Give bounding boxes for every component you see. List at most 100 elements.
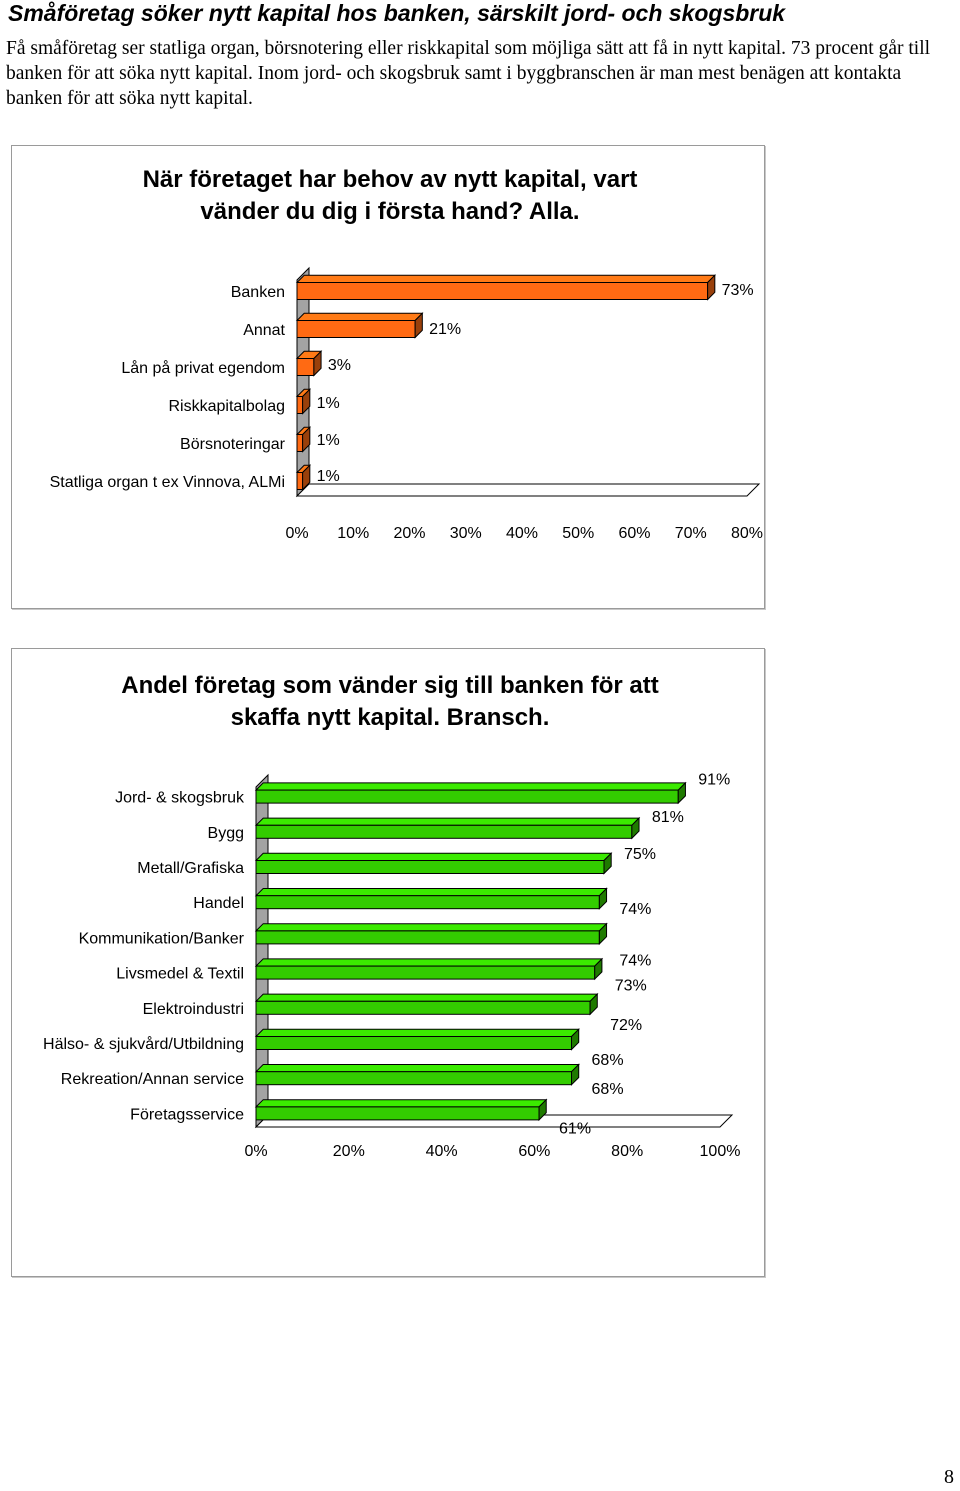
value-label: 81% bbox=[652, 809, 684, 826]
value-label: 74% bbox=[619, 901, 651, 918]
tick-label: 80% bbox=[611, 1143, 643, 1160]
category-label: Riskkapitalbolag bbox=[168, 398, 285, 415]
bar bbox=[255, 895, 600, 910]
tick-label: 20% bbox=[333, 1143, 365, 1160]
bar-end-face bbox=[571, 1063, 580, 1086]
value-label: 68% bbox=[592, 1081, 624, 1098]
value-label: 3% bbox=[328, 357, 351, 374]
tick-label: 80% bbox=[731, 525, 763, 542]
chart-capital-sources: När företaget har behov av nytt kapital,… bbox=[11, 145, 765, 609]
bar-top-face bbox=[254, 852, 613, 861]
category-label: Metall/Grafiska bbox=[137, 860, 244, 877]
bar-top-face bbox=[254, 1099, 548, 1108]
bar-end-face bbox=[677, 781, 686, 805]
value-label: 1% bbox=[317, 432, 340, 449]
page-number: 8 bbox=[944, 1466, 954, 1488]
bar-top-face bbox=[254, 817, 641, 826]
bar bbox=[255, 930, 600, 945]
tick-label: 60% bbox=[618, 525, 650, 542]
value-label: 74% bbox=[619, 952, 651, 969]
bar-top-face bbox=[254, 1064, 580, 1073]
bar-end-face bbox=[302, 426, 311, 453]
bar-end-face bbox=[631, 816, 640, 840]
tick-label: 10% bbox=[337, 525, 369, 542]
bar bbox=[255, 860, 605, 874]
bar-end-face bbox=[603, 852, 612, 875]
bar-top-face bbox=[254, 923, 608, 932]
chart-side-wall bbox=[296, 266, 310, 498]
tick-label: 30% bbox=[450, 525, 482, 542]
tick-label: 40% bbox=[506, 525, 538, 542]
bar-end-face bbox=[302, 464, 311, 491]
bar-end-face bbox=[598, 887, 608, 910]
category-label: Annat bbox=[243, 322, 285, 339]
bar-end-face bbox=[414, 312, 423, 339]
tick-label: 0% bbox=[244, 1143, 267, 1160]
category-label: Banken bbox=[231, 284, 285, 301]
bar-top-face bbox=[295, 274, 717, 283]
tick-label: 40% bbox=[426, 1143, 458, 1160]
chart-title-line: vänder du dig i första hand? Alla. bbox=[200, 198, 579, 225]
chart-title-line: skaffa nytt kapital. Bransch. bbox=[231, 704, 550, 731]
bar-top-face bbox=[254, 1028, 580, 1037]
bar bbox=[255, 1071, 573, 1086]
bar bbox=[255, 789, 679, 804]
bar bbox=[255, 965, 596, 980]
bar-top-face bbox=[254, 782, 687, 791]
bar-top-face bbox=[254, 888, 608, 897]
tick-label: 100% bbox=[700, 1143, 741, 1160]
bar-end-face bbox=[598, 922, 608, 946]
category-label: Börsnoteringar bbox=[180, 436, 286, 453]
value-label: 1% bbox=[317, 468, 340, 485]
tick-label: 0% bbox=[285, 525, 308, 542]
page-heading: Småföretag söker nytt kapital hos banken… bbox=[8, 0, 786, 26]
bar-end-face bbox=[313, 350, 322, 377]
value-label: 21% bbox=[429, 321, 461, 338]
bar-end-face bbox=[589, 992, 598, 1016]
tick-label: 70% bbox=[675, 525, 707, 542]
value-label: 72% bbox=[610, 1017, 642, 1034]
category-label: Företagsservice bbox=[130, 1106, 244, 1123]
value-label: 75% bbox=[624, 846, 656, 863]
bar bbox=[255, 824, 633, 839]
chart-capital-sources-svg: När företaget har behov av nytt kapital,… bbox=[50, 166, 763, 542]
value-label: 91% bbox=[698, 772, 730, 789]
category-label: Elektroindustri bbox=[143, 1001, 244, 1018]
bar bbox=[255, 1036, 573, 1050]
category-label: Rekreation/Annan service bbox=[61, 1071, 244, 1088]
category-label: Jord- & skogsbruk bbox=[115, 790, 245, 807]
bar bbox=[296, 434, 304, 452]
bar-end-face bbox=[594, 957, 603, 981]
category-label: Bygg bbox=[208, 825, 244, 842]
bar bbox=[296, 358, 315, 376]
bar-end-face bbox=[707, 274, 716, 301]
bar bbox=[255, 1106, 540, 1121]
category-label: Hälso- & sjukvård/Utbildning bbox=[43, 1035, 244, 1053]
value-label: 61% bbox=[559, 1120, 591, 1137]
chart-bank-share-by-industry-svg: Andel företag som vänder sig till banken… bbox=[43, 672, 741, 1160]
chart-floor bbox=[295, 483, 761, 497]
bar bbox=[296, 320, 416, 338]
bar bbox=[296, 282, 709, 300]
value-label: 73% bbox=[722, 282, 754, 299]
bar bbox=[255, 1000, 591, 1015]
bar-top-face bbox=[254, 993, 599, 1002]
bar bbox=[296, 472, 304, 490]
category-label: Livsmedel & Textil bbox=[116, 966, 244, 983]
value-label: 68% bbox=[592, 1052, 624, 1069]
bar-end-face bbox=[302, 388, 311, 415]
tick-label: 50% bbox=[562, 525, 594, 542]
bar-end-face bbox=[538, 1098, 547, 1122]
intro-paragraph: Få småföretag ser statliga organ, börsno… bbox=[6, 38, 931, 109]
bar bbox=[296, 396, 304, 414]
chart-title-line: När företaget har behov av nytt kapital,… bbox=[143, 166, 638, 193]
category-label: Handel bbox=[193, 895, 244, 912]
category-label: Statliga organ t ex Vinnova, ALMi bbox=[50, 474, 285, 491]
category-label: Kommunikation/Banker bbox=[79, 930, 245, 947]
tick-label: 20% bbox=[393, 525, 425, 542]
bar-top-face bbox=[295, 312, 424, 321]
bar-top-face bbox=[254, 958, 604, 967]
value-label: 1% bbox=[317, 395, 340, 412]
category-label: Lån på privat egendom bbox=[121, 359, 285, 377]
chart-title-line: Andel företag som vänder sig till banken… bbox=[121, 672, 658, 699]
